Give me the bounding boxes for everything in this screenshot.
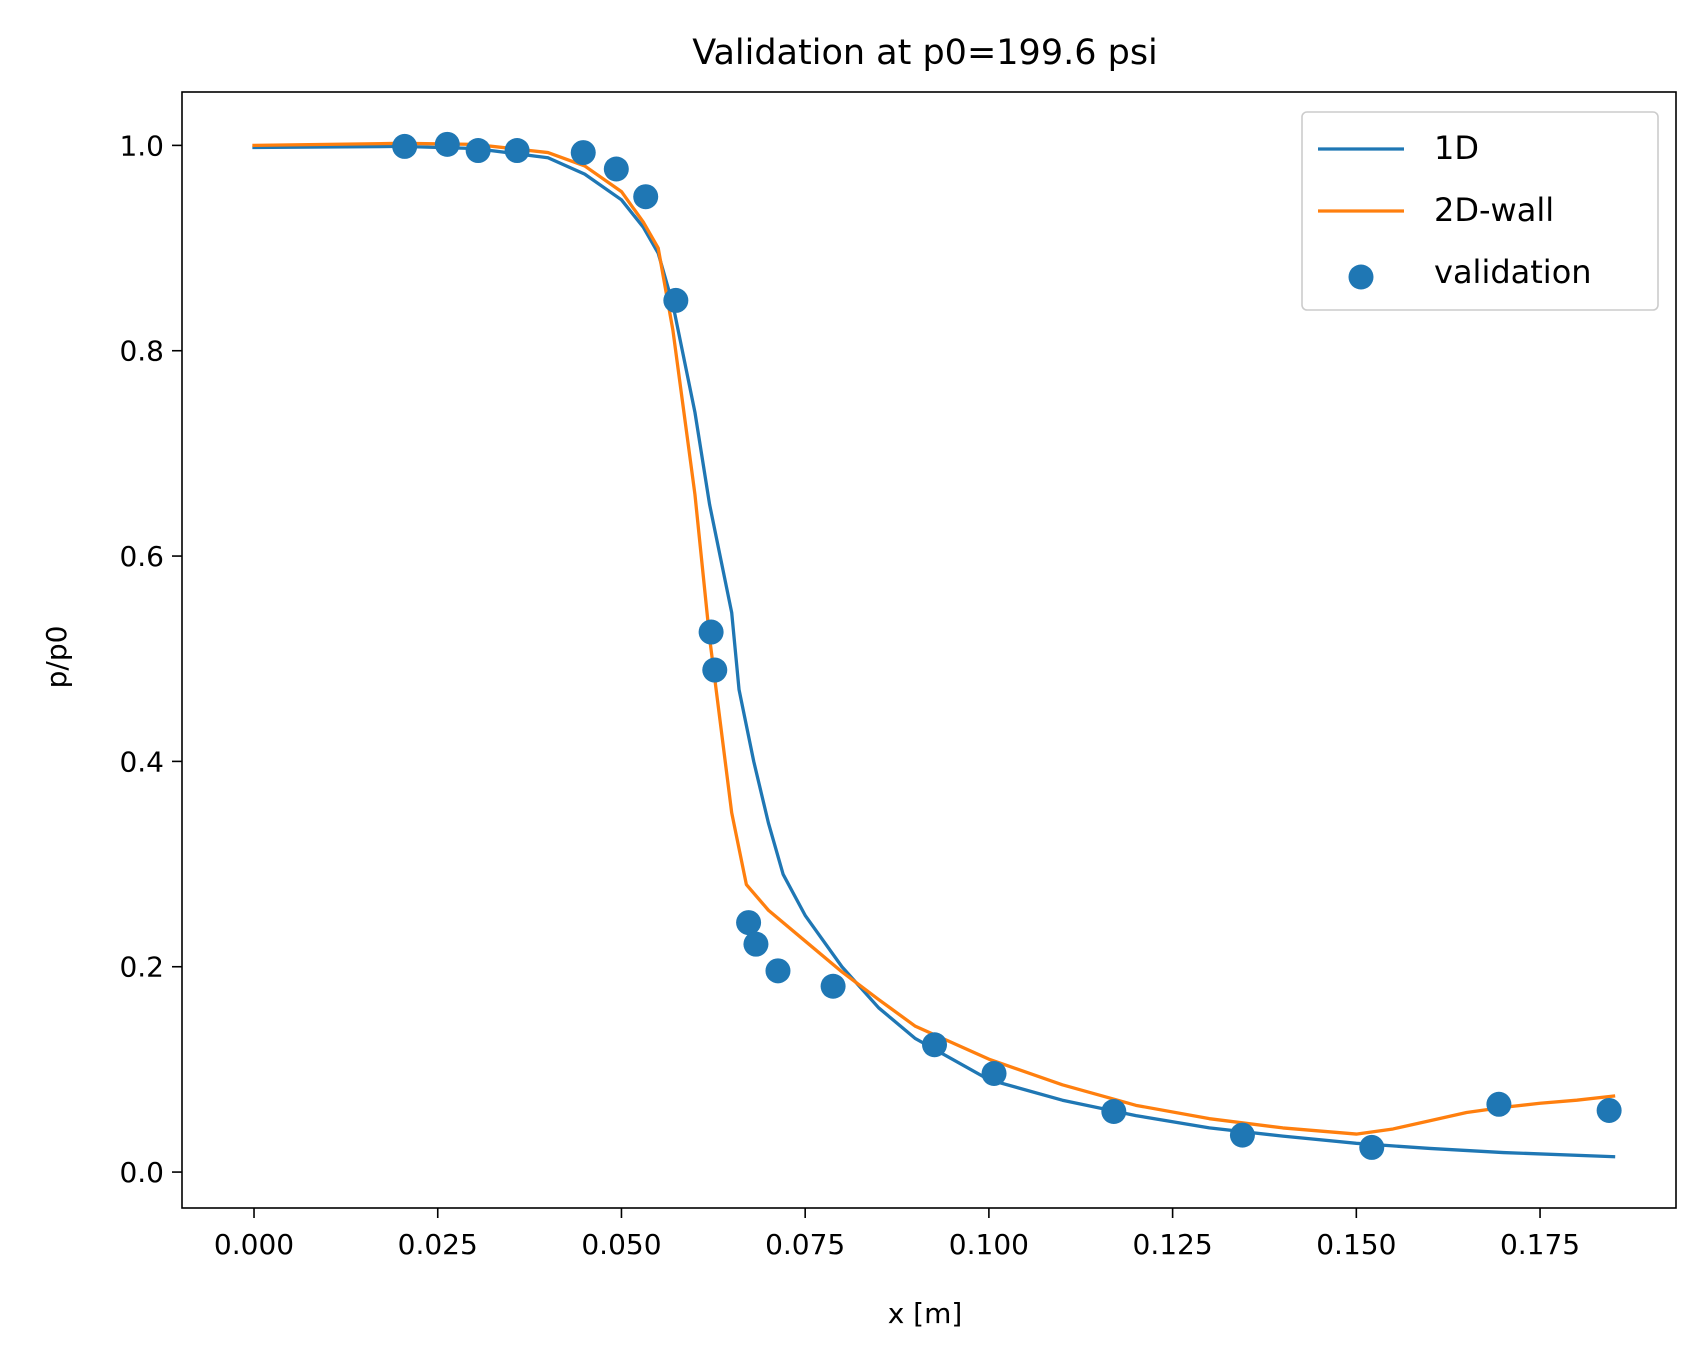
validation-point [743, 931, 769, 957]
legend-label-validation: validation [1434, 253, 1592, 291]
validation-point [765, 958, 791, 984]
validation-point [392, 133, 418, 159]
validation-point [633, 184, 659, 210]
x-tick-label: 0.125 [1133, 1228, 1213, 1261]
validation-point [1486, 1091, 1512, 1117]
validation-point [434, 131, 460, 157]
legend-box [1301, 111, 1659, 311]
validation-point [922, 1032, 948, 1058]
validation-point [663, 287, 689, 313]
validation-point [702, 657, 728, 683]
x-tick-label: 0.000 [214, 1228, 294, 1261]
plot-area [181, 91, 1677, 1209]
validation-point [465, 138, 491, 164]
x-axis-label: x [m] [888, 1297, 963, 1330]
validation-point [570, 140, 596, 166]
validation-point [1101, 1098, 1127, 1124]
validation-point [603, 156, 629, 182]
y-tick-label: 1.0 [119, 129, 164, 162]
x-tick-label: 0.050 [581, 1228, 661, 1261]
x-tick-label: 0.175 [1500, 1228, 1580, 1261]
legend-label-2d-wall: 2D-wall [1434, 191, 1554, 229]
validation-point [504, 138, 530, 164]
validation-point [736, 910, 762, 936]
validation-point [820, 973, 846, 999]
legend-swatch-validation [1348, 264, 1374, 290]
validation-point [981, 1061, 1007, 1087]
validation-point [1359, 1134, 1385, 1160]
series-line-2d-wall [252, 141, 1616, 1136]
legend-label-1d: 1D [1434, 129, 1479, 167]
y-tick-label: 0.0 [119, 1156, 164, 1189]
validation-point [1229, 1122, 1255, 1148]
y-axis-label: p/p0 [40, 626, 73, 689]
x-tick-label: 0.025 [398, 1228, 478, 1261]
legend: 1D 2D-wall validation [1301, 111, 1659, 311]
x-tick-label: 0.150 [1316, 1228, 1396, 1261]
chart-title: Validation at p0=199.6 psi [692, 33, 1158, 73]
y-tick-label: 0.6 [119, 540, 164, 573]
axis-ticks: 0.000 0.025 0.050 0.075 0.100 0.125 0.150 0.175… [119, 129, 1580, 1261]
y-tick-label: 0.2 [119, 951, 164, 984]
validation-point [698, 619, 724, 645]
x-tick-label: 0.075 [765, 1228, 845, 1261]
y-tick-label: 0.4 [119, 745, 164, 778]
axes-frame [181, 91, 1677, 1209]
x-tick-label: 0.100 [949, 1228, 1029, 1261]
validation-point [1596, 1097, 1622, 1123]
y-tick-label: 0.8 [119, 335, 164, 368]
